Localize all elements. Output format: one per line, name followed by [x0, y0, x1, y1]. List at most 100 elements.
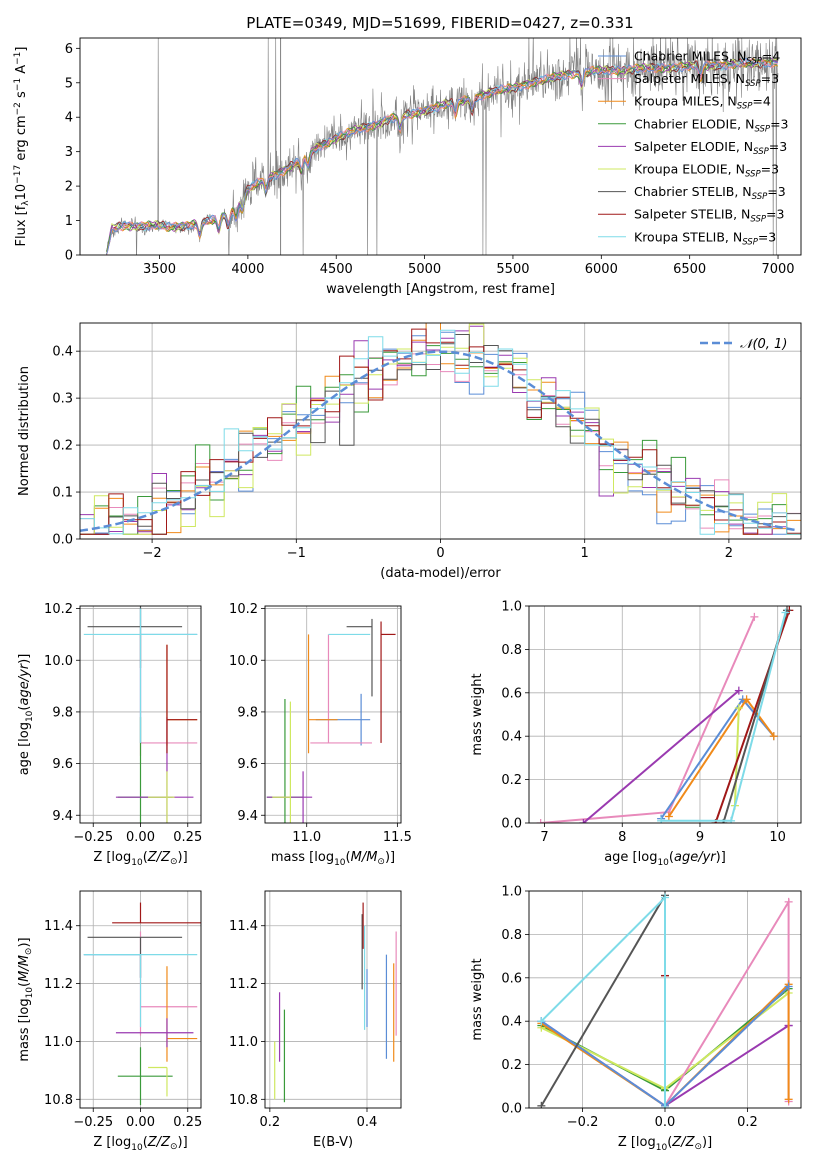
x-tick-label: 0.00	[126, 830, 155, 845]
weight-marker	[734, 686, 743, 695]
x-tick-label: 8	[618, 830, 626, 845]
y-tick-label: 0.6	[501, 971, 522, 986]
legend-label: Chabrier ELODIE, NSSP=3	[634, 116, 789, 134]
plot-mass_vs_ebv: 0.2 0.4 10.8 11.0 11.2 11.4 E(B-V)	[229, 890, 402, 1150]
weight-marker	[661, 893, 669, 902]
plot-spectrum: 3500 4000 4500 5000 5500 6000 6500 7000 0 1 2 3 4 5 6 w…	[13, 37, 802, 297]
x-tick-label: 11.5	[383, 830, 412, 845]
legend-label: Kroupa STELIB, NSSP=3	[634, 229, 776, 247]
y-tick-label: 10.8	[44, 1093, 73, 1108]
data-point	[115, 1018, 194, 1048]
legend-label: Salpeter STELIB, NSSP=3	[634, 207, 784, 225]
weight-line	[540, 616, 756, 823]
x-tick-label: 3500	[143, 262, 176, 277]
weight-line	[540, 894, 666, 1107]
legend-entry: Kroupa ELODIE, NSSP=3	[598, 162, 779, 180]
y-tick-label: 9.8	[237, 705, 258, 720]
plot-area-age_vs_mass	[266, 618, 396, 823]
data-point	[117, 717, 173, 823]
weight-marker	[537, 1017, 546, 1026]
x-tick-label: 10	[769, 830, 786, 845]
x-tick-label: 4000	[231, 262, 264, 277]
legend-entry: Salpeter STELIB, NSSP=3	[598, 207, 784, 225]
plot-area-weight_vs_age	[536, 606, 794, 823]
y-tick-label: 10.8	[229, 1093, 258, 1108]
x-tick-label: 6000	[585, 262, 618, 277]
normal-curve	[80, 350, 799, 533]
data-point	[115, 717, 194, 823]
weight-line	[733, 707, 740, 806]
x-tick-label: 9	[696, 830, 704, 845]
weight-line	[582, 689, 740, 823]
y-tick-label: 6	[65, 42, 73, 57]
x-tick-label: 6500	[673, 262, 706, 277]
plot-area-mass_vs_Z	[83, 902, 201, 1106]
weight-marker	[784, 1095, 793, 1104]
legend-label: Chabrier MILES, NSSP=4	[634, 49, 780, 67]
x-tick-label: 7000	[761, 262, 794, 277]
x-tick-label: 0.4	[357, 1115, 378, 1130]
data-point	[166, 966, 198, 1062]
legend-entry: Salpeter MILES, NSSP=3	[598, 71, 779, 89]
legend-entry: Chabrier ELODIE, NSSP=3	[598, 116, 789, 134]
weight-marker	[657, 816, 666, 823]
model-line	[106, 57, 778, 255]
model-line	[106, 57, 778, 255]
legend-label: Salpeter ELODIE, NSSP=3	[634, 139, 787, 157]
figure-title: PLATE=0349, MJD=51699, FIBERID=0427, z=0…	[246, 14, 633, 32]
plot-age_vs_Z: −0.25 0.00 0.25 9.4 9.6 9.8 10.0 10.2 Z [log10(Z…	[17, 602, 202, 868]
y-tick-label: 0.6	[501, 686, 522, 701]
data-point	[380, 621, 396, 743]
histogram-step	[80, 329, 801, 535]
y-tick-label: 1.0	[501, 885, 522, 900]
legend-label: 𝒩(0, 1)	[740, 337, 787, 352]
legend-entry: Kroupa MILES, NSSP=4	[598, 94, 771, 112]
x-tick-label: 5000	[408, 262, 441, 277]
x-axis-label: (data-model)/error	[380, 566, 501, 581]
model-line	[106, 57, 779, 255]
x-tick-label: 0	[436, 546, 444, 561]
y-tick-label: 5	[65, 76, 73, 91]
y-tick-label: 9.6	[52, 757, 73, 772]
y-tick-label: 0.2	[501, 773, 522, 788]
x-tick-label: 1	[581, 546, 589, 561]
y-tick-label: 1.0	[501, 600, 522, 615]
y-tick-label: 10.2	[44, 602, 73, 617]
plot-weight_vs_age: 7 8 9 10 0.0 0.2 0.4 0.6 0.8 1.0 age [log10(age/yr…	[470, 600, 802, 868]
y-axis-label: age [log10(age/yr)]	[17, 654, 35, 776]
x-tick-label: 4500	[320, 262, 353, 277]
data-point	[83, 954, 142, 978]
y-tick-label: 0.8	[501, 928, 522, 943]
y-axis-label: Flux [fλ10−17 erg cm−2 s−1 A−1]	[13, 47, 31, 247]
y-tick-label: 4	[65, 111, 73, 126]
weight-line	[660, 697, 775, 820]
y-tick-label: 0.0	[52, 533, 73, 548]
y-axis-label: mass [log10(M/M⊙)]	[17, 937, 35, 1061]
y-tick-label: 11.2	[44, 977, 73, 992]
y-tick-label: 0.1	[52, 486, 73, 501]
data-point	[148, 1066, 168, 1097]
legend-label: Kroupa MILES, NSSP=4	[634, 94, 771, 112]
y-tick-label: 0.2	[501, 1058, 522, 1073]
plot-area-spectrum	[106, 38, 779, 255]
legend-entry: Salpeter ELODIE, NSSP=3	[598, 139, 787, 157]
y-tick-label: 0.4	[501, 730, 522, 745]
x-axis-label: Z [log10(Z/Z⊙)]	[618, 1135, 712, 1153]
y-tick-label: 10.0	[229, 654, 258, 669]
weight-marker	[769, 732, 778, 741]
x-tick-label: 0.2	[260, 1115, 281, 1130]
x-axis-label: Z [log10(Z/Z⊙)]	[93, 1135, 187, 1153]
weight-marker	[784, 982, 793, 991]
legend-label: Chabrier STELIB, NSSP=3	[634, 184, 786, 202]
weight-line	[540, 895, 666, 1108]
y-tick-label: 11.4	[229, 919, 258, 934]
plot-area-residuals	[80, 323, 801, 535]
model-line	[106, 58, 779, 255]
data-point	[310, 634, 372, 744]
y-tick-label: 11.4	[44, 919, 73, 934]
y-tick-label: 0.4	[501, 1015, 522, 1030]
weight-marker	[734, 703, 743, 712]
y-tick-label: 0.8	[501, 643, 522, 658]
